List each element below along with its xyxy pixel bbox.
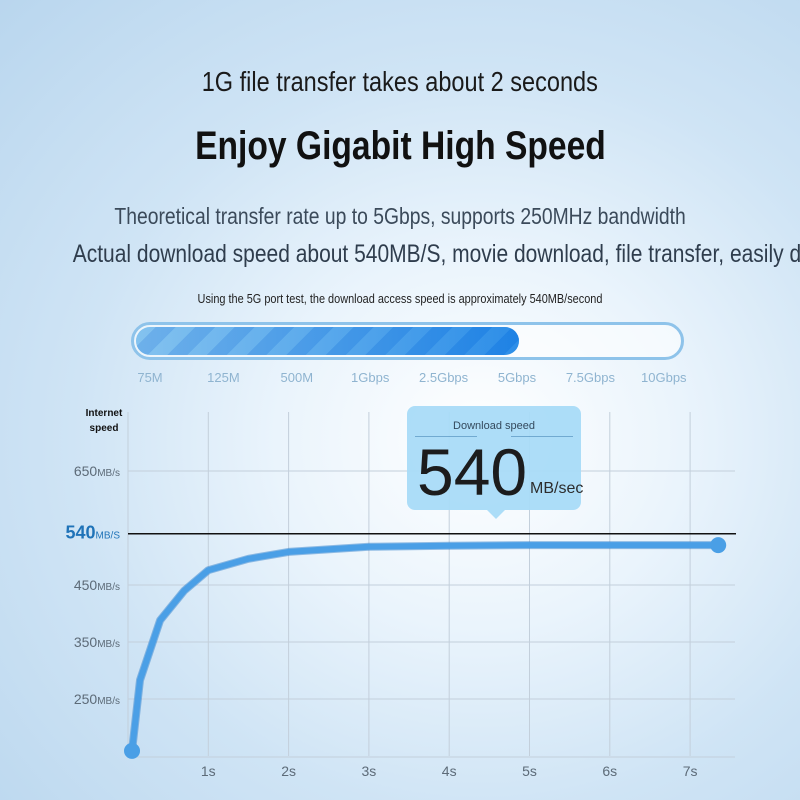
speed-tick-label: 75M: [137, 370, 163, 385]
speed-line-shadow: [128, 541, 723, 755]
tooltip-label: Download speed: [453, 420, 535, 432]
speed-tick-label: 1Gbps: [351, 370, 390, 385]
start-point: [124, 742, 141, 759]
x-tick-label: 3s: [362, 763, 377, 779]
subtitle: 1G file transfer takes about 2 seconds: [201, 66, 599, 97]
speed-tick-label: 500M: [280, 370, 314, 385]
y-tick-label: 450MB/s: [74, 577, 120, 593]
speed-tick-label: 5Gbps: [497, 370, 537, 385]
x-tick-label: 5s: [522, 763, 537, 779]
speed-tick-label: 7.5Gbps: [565, 370, 615, 385]
y-tick-label: 350MB/s: [74, 634, 120, 650]
y-tick-label: 540MB/S: [66, 523, 121, 543]
download-speed-tooltip: Download speed 540 MB/sec: [407, 406, 584, 519]
speed-tick-label: 10Gbps: [641, 370, 687, 385]
tooltip-unit: MB/sec: [530, 480, 584, 497]
y-tick-label: 250MB/s: [74, 691, 120, 707]
x-tick-label: 1s: [201, 763, 216, 779]
end-point: [710, 537, 727, 554]
x-tick-label: 6s: [602, 763, 617, 779]
x-tick-label: 4s: [442, 763, 457, 779]
x-tick-label: 7s: [683, 763, 698, 779]
speed-tick-label: 2.5Gbps: [419, 370, 469, 385]
page-title: Enjoy Gigabit High Speed: [194, 124, 606, 168]
description-line-2: Actual download speed about 540MB/S, mov…: [72, 240, 800, 268]
divider: [511, 436, 573, 437]
y-tick-label: 650MB/s: [74, 463, 120, 479]
tooltip-value: 540: [417, 435, 528, 509]
description-line-1: Theoretical transfer rate up to 5Gbps, s…: [114, 203, 686, 229]
speed-line: [129, 542, 722, 754]
y-axis-label: Internet speed: [85, 408, 123, 434]
speed-progress-bar: [131, 322, 684, 360]
divider: [415, 436, 477, 437]
speed-progress-fill: [136, 327, 519, 355]
speed-tick-label: 125M: [207, 370, 240, 385]
test-note: Using the 5G port test, the download acc…: [197, 291, 603, 306]
x-tick-label: 2s: [281, 763, 296, 779]
